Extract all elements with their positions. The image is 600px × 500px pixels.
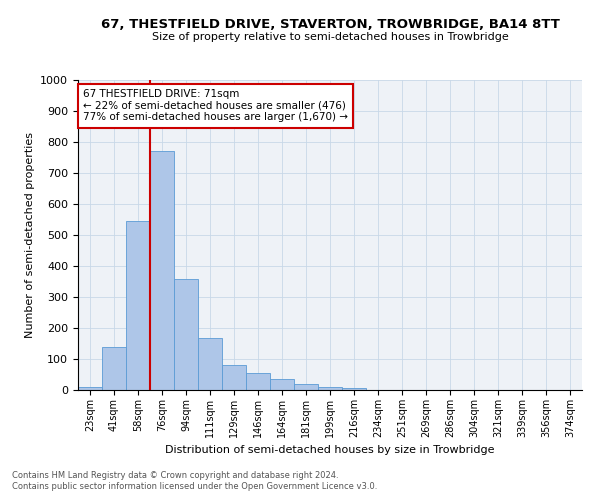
Text: 67, THESTFIELD DRIVE, STAVERTON, TROWBRIDGE, BA14 8TT: 67, THESTFIELD DRIVE, STAVERTON, TROWBRI… [101, 18, 559, 30]
Y-axis label: Number of semi-detached properties: Number of semi-detached properties [25, 132, 35, 338]
Bar [270, 379, 294, 390]
Bar [150, 152, 174, 390]
Text: Size of property relative to semi-detached houses in Trowbridge: Size of property relative to semi-detach… [152, 32, 508, 42]
Bar [78, 387, 102, 390]
Bar [126, 221, 150, 390]
Text: Contains HM Land Registry data © Crown copyright and database right 2024.: Contains HM Land Registry data © Crown c… [12, 470, 338, 480]
Bar [102, 346, 126, 390]
Text: 67 THESTFIELD DRIVE: 71sqm
← 22% of semi-detached houses are smaller (476)
77% o: 67 THESTFIELD DRIVE: 71sqm ← 22% of semi… [83, 90, 348, 122]
Bar [318, 387, 342, 390]
X-axis label: Distribution of semi-detached houses by size in Trowbridge: Distribution of semi-detached houses by … [165, 446, 495, 456]
Bar [222, 365, 246, 390]
Bar [294, 384, 318, 390]
Bar [174, 279, 198, 390]
Bar [246, 373, 270, 390]
Bar [342, 388, 366, 390]
Bar [198, 338, 222, 390]
Text: Contains public sector information licensed under the Open Government Licence v3: Contains public sector information licen… [12, 482, 377, 491]
